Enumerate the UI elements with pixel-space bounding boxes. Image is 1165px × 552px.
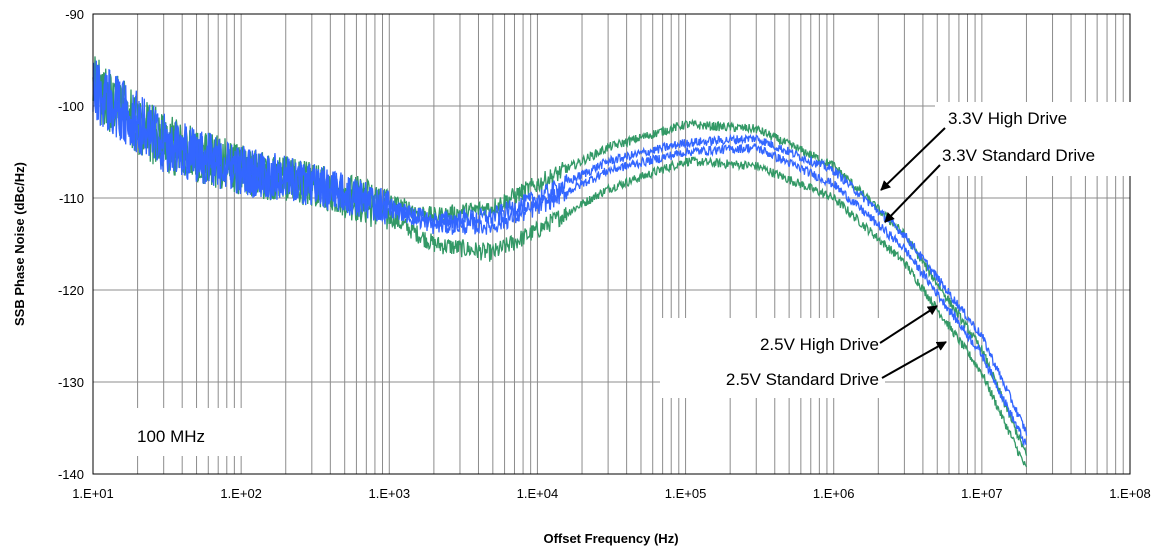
annotation-box (133, 408, 243, 456)
tick-labels: 1.E+01 1.E+02 1.E+03 1.E+04 1.E+05 1.E+06 1.E+… (58, 7, 1151, 501)
x-axis-title: Offset Frequency (Hz) (543, 531, 678, 546)
y-tick-label: -90 (65, 7, 84, 22)
series-label-2: 2.5V High Drive (760, 335, 879, 354)
series-line-3 (92, 56, 1028, 468)
series-lines (92, 56, 1028, 468)
callout-box-bottom (660, 318, 885, 398)
x-tick-label: 1.E+03 (368, 486, 410, 501)
grid (93, 14, 1130, 474)
plot-frame (92, 13, 1131, 475)
x-tick-label: 1.E+01 (72, 486, 114, 501)
x-tick-label: 1.E+06 (813, 486, 855, 501)
y-tick-label: -110 (59, 191, 84, 206)
callout-arrow-2 (879, 305, 938, 344)
series-line-1 (92, 60, 1027, 447)
callout-arrow-1 (884, 164, 941, 223)
x-tick-label: 1.E+02 (220, 486, 262, 501)
x-tick-label: 1.E+04 (517, 486, 559, 501)
x-tick-label: 1.E+07 (961, 486, 1003, 501)
series-line-2 (92, 59, 1028, 456)
y-tick-label: -100 (58, 99, 84, 114)
y-tick-label: -130 (58, 375, 84, 390)
callout-arrow-3 (881, 341, 947, 379)
callout-box-top (935, 102, 1150, 176)
series-label-1: 3.3V Standard Drive (942, 146, 1095, 165)
x-tick-label: 1.E+05 (665, 486, 707, 501)
callout-arrow-0 (880, 127, 946, 191)
y-tick-label: -140 (58, 467, 84, 482)
y-tick-label: -120 (58, 283, 84, 298)
frequency-annotation: 100 MHz (137, 427, 205, 446)
series-label-0: 3.3V High Drive (948, 109, 1067, 128)
annotations: 100 MHz 3.3V High Drive 3.3V Standard Driv… (133, 102, 1150, 456)
x-tick-label: 1.E+08 (1109, 486, 1151, 501)
series-label-3: 2.5V Standard Drive (726, 370, 879, 389)
y-axis-title: SSB Phase Noise (dBc/Hz) (12, 162, 27, 326)
